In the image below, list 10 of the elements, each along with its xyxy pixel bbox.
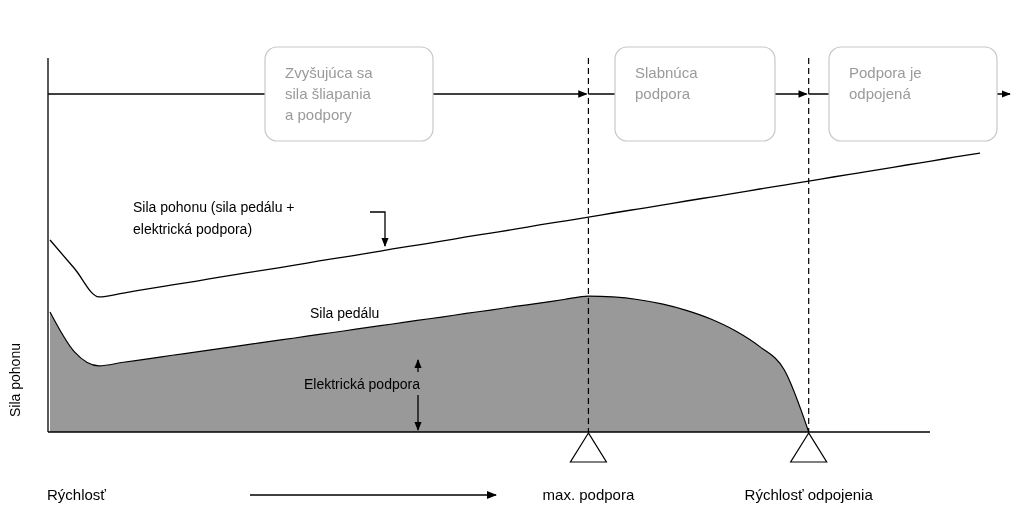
x-tick-label: max. podpora [542, 486, 635, 503]
x-axis-title: Rýchlosť [47, 486, 107, 503]
x-tick-label: Rýchlosť odpojenia [744, 486, 874, 503]
series-label: Sila pohonu (sila pedálu + elektrická podpora) [133, 199, 295, 237]
text: Slabnúca podpora [635, 64, 699, 102]
series-label: Sila pedálu [310, 305, 380, 321]
annotation: Elektrická podpora [304, 376, 421, 392]
y-axis-title: Sila pohonu [7, 343, 23, 417]
text: Zvyšujúca sa sila šliapania a podpory [285, 64, 374, 123]
text: Podpora je odpojená [849, 64, 922, 102]
